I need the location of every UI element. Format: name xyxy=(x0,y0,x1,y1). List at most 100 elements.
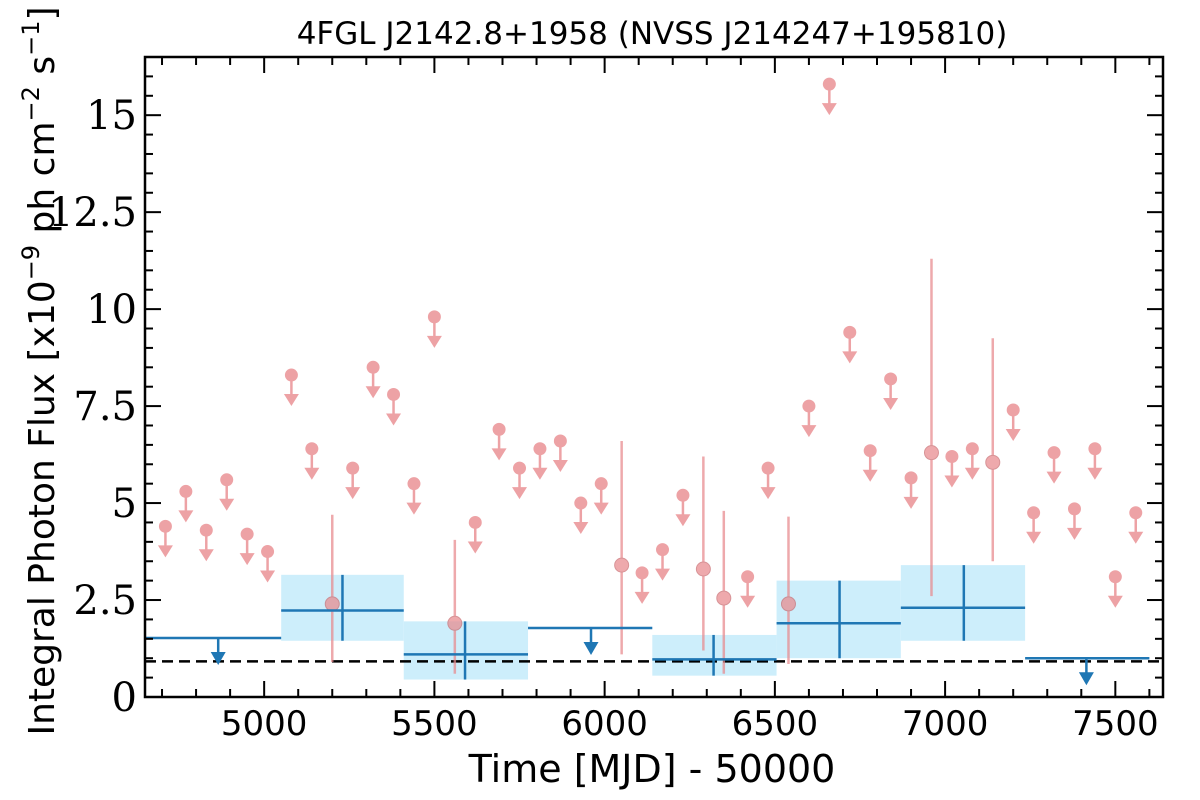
upper-limit-marker xyxy=(261,545,275,559)
upper-limit-marker xyxy=(1047,446,1061,460)
upper-limit-marker xyxy=(1027,506,1041,520)
monthly-detection xyxy=(985,338,1001,562)
monthly-upper-limit xyxy=(345,461,361,500)
binned-points xyxy=(145,565,1150,686)
down-arrow-icon xyxy=(862,469,878,482)
monthly-upper-limit xyxy=(532,442,548,480)
down-arrow-icon xyxy=(675,514,691,527)
down-arrow-icon xyxy=(157,545,173,558)
monthly-upper-limit xyxy=(573,496,589,535)
monthly-detection xyxy=(324,514,340,663)
upper-limit-marker xyxy=(305,442,319,456)
monthly-upper-limit xyxy=(964,442,980,480)
y-tick-label: 0 xyxy=(112,675,137,721)
down-arrow-icon xyxy=(1078,672,1094,686)
upper-limit-marker xyxy=(802,399,816,413)
upper-limit-marker xyxy=(1108,570,1122,584)
down-arrow-icon xyxy=(198,549,214,562)
down-arrow-icon xyxy=(283,394,299,407)
monthly-upper-limit xyxy=(304,442,320,480)
down-arrow-icon xyxy=(1005,428,1021,441)
down-arrow-icon xyxy=(426,335,442,348)
monthly-upper-limit xyxy=(178,484,194,523)
x-tick-label: 5000 xyxy=(221,704,308,744)
binned-detection xyxy=(776,580,901,659)
upper-limit-marker xyxy=(284,368,298,382)
upper-limit-marker xyxy=(220,473,234,487)
monthly-upper-limit xyxy=(1107,570,1123,608)
binned-upper-limit xyxy=(145,636,282,666)
monthly-upper-limit xyxy=(239,527,255,566)
binned-detection xyxy=(281,574,404,641)
upper-limit-marker xyxy=(1006,403,1020,417)
monthly-upper-limit xyxy=(862,444,878,482)
upper-limit-marker xyxy=(387,387,401,401)
down-arrow-icon xyxy=(760,487,776,500)
down-arrow-icon xyxy=(883,397,899,410)
monthly-upper-limit xyxy=(386,387,402,426)
down-arrow-icon xyxy=(1128,531,1144,544)
down-arrow-icon xyxy=(406,502,422,515)
upper-limit-marker xyxy=(1088,442,1102,456)
upper-limit-marker xyxy=(843,325,857,339)
monthly-upper-limit xyxy=(842,325,858,364)
monthly-upper-limit xyxy=(1066,502,1082,540)
upper-limit-marker xyxy=(1067,502,1081,516)
x-tick-label: 7000 xyxy=(902,704,989,744)
monthly-upper-limit xyxy=(283,368,299,407)
monthly-upper-limit xyxy=(1005,403,1021,441)
upper-limit-marker xyxy=(945,450,959,464)
upper-limit-marker xyxy=(199,523,213,537)
monthly-detection xyxy=(614,441,630,655)
monthly-point xyxy=(780,596,796,612)
monthly-detection xyxy=(695,456,711,651)
binned-detection xyxy=(900,565,1026,641)
monthly-detection xyxy=(447,539,463,674)
upper-limit-marker xyxy=(863,444,877,458)
down-arrow-icon xyxy=(655,568,671,581)
down-arrow-icon xyxy=(1066,527,1082,540)
monthly-upper-limit xyxy=(157,519,173,558)
down-arrow-icon xyxy=(801,425,817,438)
upper-limit-marker xyxy=(1129,506,1143,520)
monthly-upper-limit xyxy=(491,422,507,461)
down-arrow-icon xyxy=(634,591,650,604)
down-arrow-icon xyxy=(491,448,507,461)
monthly-point xyxy=(324,596,340,612)
monthly-upper-limit xyxy=(944,450,960,488)
down-arrow-icon xyxy=(821,103,837,116)
down-arrow-icon xyxy=(573,522,589,535)
y-tick-label: 2.5 xyxy=(73,578,137,624)
monthly-upper-limit xyxy=(467,515,483,554)
down-arrow-icon xyxy=(304,467,320,480)
down-arrow-icon xyxy=(178,510,194,523)
monthly-upper-limit xyxy=(406,477,422,515)
upper-limit-marker xyxy=(492,422,506,436)
monthly-upper-limit xyxy=(1128,506,1144,544)
x-tick-label: 7500 xyxy=(1072,704,1159,744)
down-arrow-icon xyxy=(365,386,381,399)
upper-limit-marker xyxy=(407,477,421,491)
monthly-upper-limit xyxy=(801,399,817,438)
monthly-upper-limit xyxy=(883,372,899,410)
upper-limit-marker xyxy=(965,442,979,456)
down-arrow-icon xyxy=(1107,595,1123,608)
upper-limit-marker xyxy=(533,442,547,456)
upper-limit-marker xyxy=(884,372,898,386)
upper-limit-marker xyxy=(427,310,441,324)
upper-limit-marker xyxy=(822,77,836,91)
monthly-upper-limit xyxy=(821,77,837,116)
monthly-point xyxy=(923,445,939,461)
upper-limit-marker xyxy=(635,566,649,580)
chart-title: 4FGL J2142.8+1958 (NVSS J214247+195810) xyxy=(297,16,1008,52)
x-tick-label: 6000 xyxy=(561,704,648,744)
monthly-upper-limit xyxy=(634,566,650,604)
down-arrow-icon xyxy=(532,467,548,480)
upper-limit-marker xyxy=(594,477,608,491)
upper-limit-marker xyxy=(553,434,567,448)
y-tick-label: 12.5 xyxy=(48,190,137,236)
monthly-upper-limit xyxy=(903,471,919,509)
down-arrow-icon xyxy=(467,541,483,554)
down-arrow-icon xyxy=(552,460,568,472)
